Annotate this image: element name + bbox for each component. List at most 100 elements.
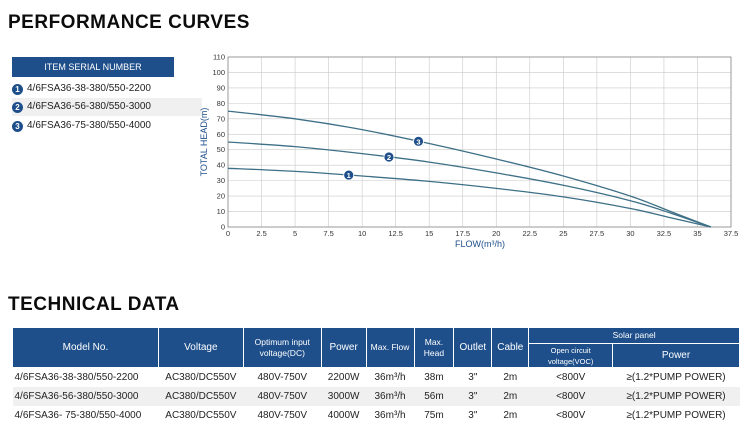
x-tick-label-8: 20 [492, 229, 500, 238]
serial-label: 4/6FSA36-38-380/550-2200 [27, 83, 151, 94]
cell-flow: 36m³/h [374, 410, 406, 421]
table-row: 4/6FSA36-38-380/550-2200 AC380/DC550V 48… [13, 368, 740, 388]
technical-data-title: TECHNICAL DATA [8, 294, 180, 315]
performance-chart: 0 2.5 5 7.5 10 12.5 15 17.5 20 22.5 25 27.5 30 32.5 35… [199, 53, 738, 250]
col-header-outlet: Outlet [453, 327, 493, 368]
y-tick-label-8: 80 [217, 99, 225, 108]
series-line-1 [227, 167, 712, 228]
y-axis-label: TOTAL HEAD(m) [199, 108, 209, 177]
cell-head: 56m [414, 387, 454, 406]
cell-optimum: 480V-750V [243, 387, 322, 406]
x-tick-label-5: 12.5 [388, 229, 403, 238]
cell-solar-power: ≥(1.2*PUMP POWER) [626, 410, 726, 421]
serial-label: 4/6FSA36-75-380/550-4000 [27, 120, 151, 131]
col-header-optimum-voltage: Optimum input voltage(DC) [242, 327, 322, 368]
serial-item-1: 1 4/6FSA36-38-380/550-2200 [12, 80, 202, 98]
x-tick-label-2: 5 [293, 229, 297, 238]
cell-flow: 36m³/h [374, 372, 406, 383]
cell-voltage: AC380/DC550V [165, 410, 237, 421]
cell-model: 4/6FSA36- 75-380/550-4000 [14, 410, 142, 421]
cell-voltage: AC380/DC550V [165, 372, 237, 383]
cell-flow: 36m³/h [366, 387, 414, 406]
x-tick-label-15: 37.5 [724, 229, 739, 238]
x-tick-label-10: 25 [559, 229, 567, 238]
series-line-3 [227, 110, 712, 228]
table-row: 4/6FSA36- 75-380/550-4000 AC380/DC550V 4… [13, 406, 740, 425]
x-tick-label-1: 2.5 [256, 229, 266, 238]
x-tick-label-9: 22.5 [522, 229, 537, 238]
x-tick-label-11: 27.5 [590, 229, 605, 238]
x-tick-label-14: 35 [693, 229, 701, 238]
y-tick-label-5: 50 [217, 145, 225, 154]
performance-curves-title: PERFORMANCE CURVES [8, 12, 250, 33]
chart-curves: 1 2 3 [227, 110, 712, 228]
y-tick-label-1: 10 [217, 207, 225, 216]
cell-voc: <800V [528, 387, 613, 406]
serial-item-2: 2 4/6FSA36-56-380/550-3000 [12, 98, 202, 116]
col-header-model: Model No. [12, 327, 159, 368]
chart-grid [227, 56, 732, 228]
y-tick-label-9: 90 [217, 83, 225, 92]
serial-item-3: 3 4/6FSA36-75-380/550-4000 [12, 117, 202, 135]
cell-optimum: 480V-750V [257, 372, 308, 383]
series-marker-2 [383, 151, 395, 163]
y-tick-label-7: 70 [217, 114, 225, 123]
cell-optimum: 480V-750V [257, 410, 308, 421]
cell-outlet: 3" [453, 387, 492, 406]
cell-power: 4000W [327, 410, 360, 421]
serial-label: 4/6FSA36-56-380/550-3000 [27, 101, 151, 112]
chart-axes: 0 2.5 5 7.5 10 12.5 15 17.5 20 22.5 25 27.5 30 32.5 35… [212, 53, 738, 239]
col-header-solar-power: Power [612, 343, 740, 368]
x-tick-label-3: 7.5 [323, 229, 333, 238]
cell-voc: <800V [556, 410, 586, 421]
cell-cable: 2m [491, 387, 529, 406]
series-line-2 [227, 141, 712, 228]
col-header-max-flow: Max. Flow [365, 327, 415, 368]
cell-voltage: AC380/DC550V [158, 387, 244, 406]
table-row: 4/6FSA36-56-380/550-3000 AC380/DC550V 48… [12, 387, 740, 406]
col-header-voltage: Voltage [157, 327, 244, 368]
series-marker-label-2: 2 [387, 153, 391, 162]
x-tick-label-12: 30 [626, 229, 634, 238]
cell-model: 4/6FSA36-56-380/550-3000 [12, 387, 159, 406]
col-header-max-head: Max. Head [413, 327, 455, 368]
y-tick-label-3: 30 [217, 176, 225, 185]
cell-cable: 2m [503, 372, 518, 383]
cell-model: 4/6FSA36-38-380/550-2200 [14, 372, 139, 383]
cell-power: 2200W [327, 372, 360, 383]
serial-badge: 2 [12, 101, 23, 113]
cell-solar-power: ≥(1.2*PUMP POWER) [626, 372, 726, 383]
series-marker-label-3: 3 [416, 137, 420, 146]
series-marker-3 [413, 135, 424, 147]
cell-head: 75m [424, 410, 444, 421]
cell-cable: 2m [503, 410, 518, 421]
y-tick-label-11: 110 [213, 53, 225, 62]
col-header-voc: Open circuit voltage(VOC) [528, 343, 614, 368]
cell-voc: <800V [556, 372, 586, 383]
x-tick-label-13: 32.5 [657, 229, 672, 238]
col-header-solar-panel: Solar panel [528, 327, 740, 344]
col-header-power: Power [320, 327, 367, 368]
cell-outlet: 3" [468, 410, 478, 421]
y-tick-label-4: 40 [217, 161, 225, 170]
y-tick-label-0: 0 [221, 223, 225, 232]
y-tick-label-6: 60 [217, 130, 225, 139]
col-header-cable: Cable [491, 327, 530, 368]
x-tick-label-7: 17.5 [455, 229, 470, 238]
cell-power: 3000W [321, 387, 367, 406]
x-axis-label: FLOW(m³/h) [455, 239, 505, 249]
serial-badge: 1 [12, 83, 23, 95]
y-tick-label-2: 20 [217, 192, 225, 201]
x-tick-label-0: 0 [226, 229, 230, 238]
cell-head: 38m [424, 372, 444, 383]
serial-badge: 3 [12, 120, 23, 132]
x-tick-label-6: 15 [425, 229, 433, 238]
series-marker-1 [343, 169, 355, 181]
technical-data-table: Model No. Voltage Optimum input voltage(… [12, 327, 740, 425]
serial-number-header: ITEM SERIAL NUMBER [12, 57, 174, 77]
cell-solar-power: ≥(1.2*PUMP POWER) [612, 387, 740, 406]
cell-outlet: 3" [468, 372, 478, 383]
plot-frame [227, 56, 732, 228]
x-tick-label-4: 10 [358, 229, 366, 238]
y-tick-label-10: 100 [212, 68, 225, 77]
